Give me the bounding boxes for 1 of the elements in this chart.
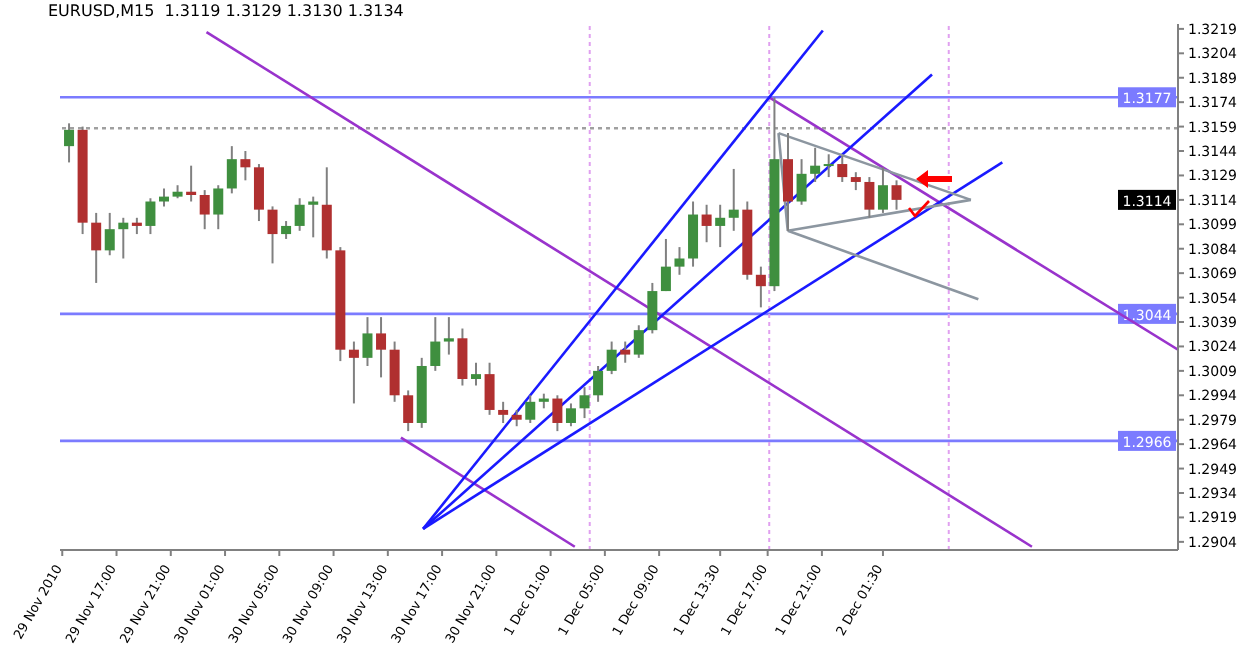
chart-title: EURUSD,M15 1.3119 1.3129 1.3130 1.3134 bbox=[48, 2, 404, 20]
